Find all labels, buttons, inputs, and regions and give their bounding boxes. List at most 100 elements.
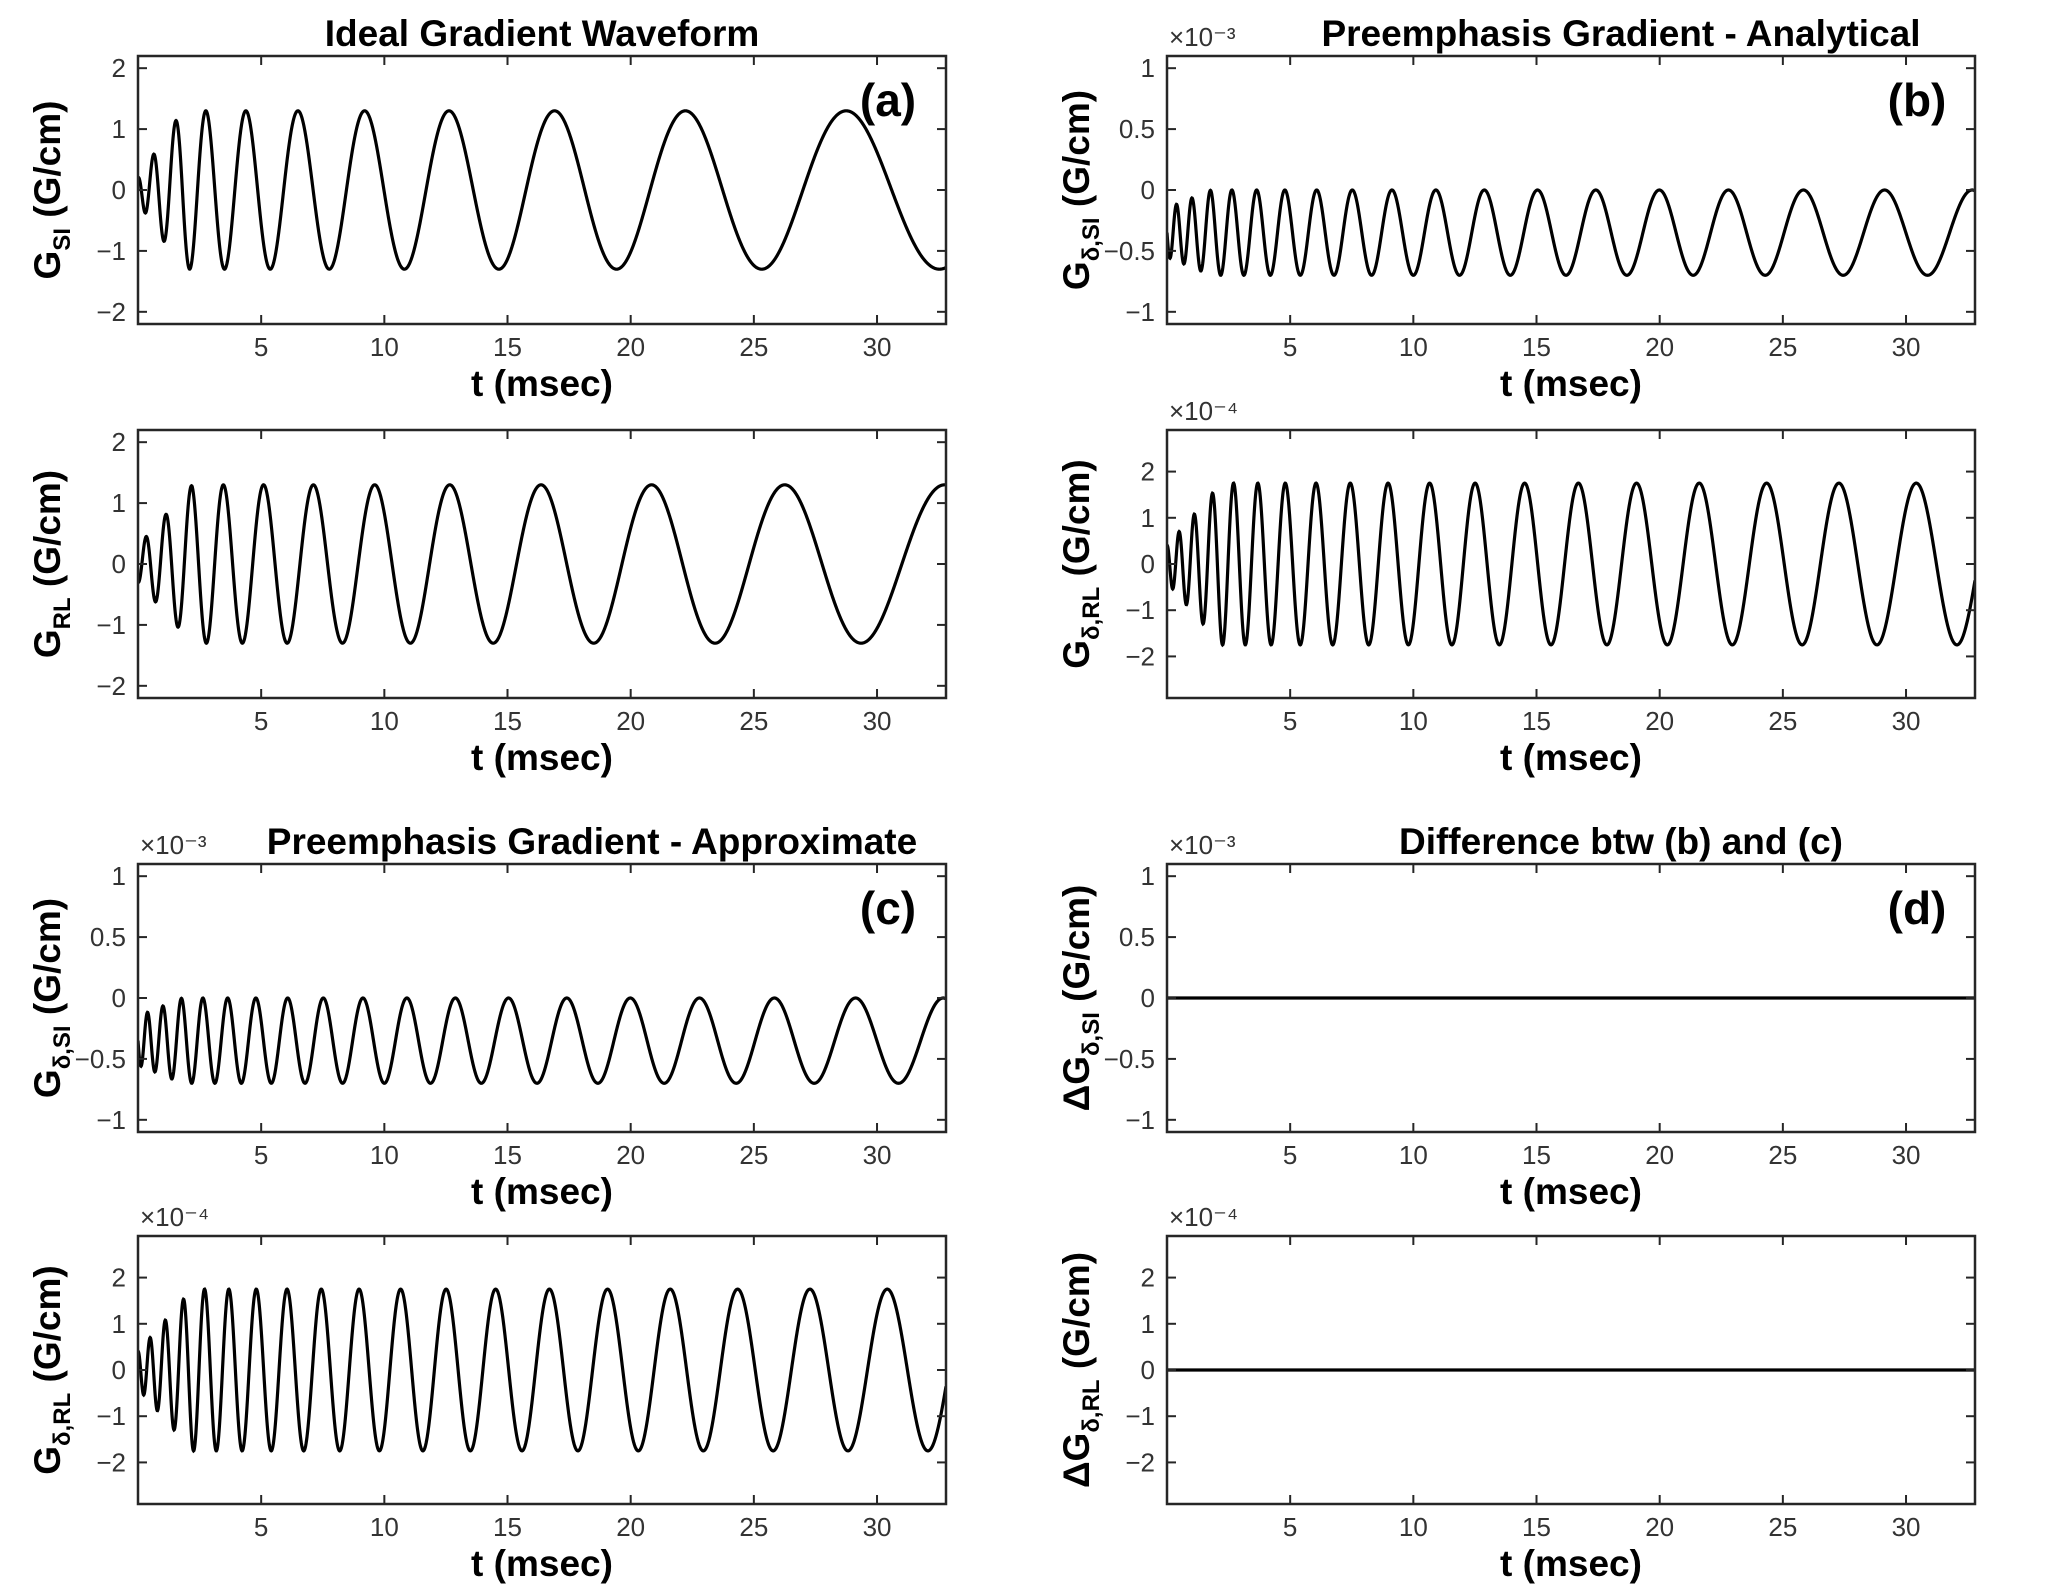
plot-area xyxy=(138,430,946,698)
y-label-unit: (G/cm) xyxy=(27,101,68,228)
x-axis-label: t (msec) xyxy=(1500,363,1642,404)
chart-a-si: 5 10 15 20 25 30 −2 −1 0 1 2 t (msec) GSI (G/cm) Idea… xyxy=(27,13,948,404)
y-axis-label: Gδ,RL (G/cm) xyxy=(1056,459,1105,668)
y-tick-label: −0.5 xyxy=(1104,236,1155,266)
y-tick-label: 0 xyxy=(1141,549,1155,579)
x-tick-label: 10 xyxy=(1399,1140,1428,1170)
y-label-sub: δ,RL xyxy=(1078,587,1105,640)
x-tick-label: 20 xyxy=(616,1512,645,1542)
x-tick-label: 5 xyxy=(1283,1140,1297,1170)
plot-area xyxy=(138,1236,946,1504)
panel-letter: (d) xyxy=(1888,882,1947,934)
chart-a-rl: 5 10 15 20 25 30 −2 −1 0 1 2 t (msec) GRL (G/cm) xyxy=(27,427,948,778)
y-label-main: G xyxy=(27,1446,68,1475)
x-tick-label: 20 xyxy=(1645,706,1674,736)
x-tick-label: 30 xyxy=(1892,332,1921,362)
x-tick-label: 25 xyxy=(1768,332,1797,362)
y-tick-label: −1 xyxy=(96,1105,126,1135)
panel-title: Ideal Gradient Waveform xyxy=(325,13,760,54)
x-tick-label: 30 xyxy=(863,1512,892,1542)
x-tick-label: 5 xyxy=(254,332,268,362)
x-tick-label: 15 xyxy=(493,706,522,736)
x-tick-label: 10 xyxy=(370,332,399,362)
y-tick-label: −2 xyxy=(96,671,126,701)
x-tick-label: 15 xyxy=(493,332,522,362)
x-tick-label: 30 xyxy=(1892,706,1921,736)
y-tick-label: 1 xyxy=(112,488,126,518)
y-tick-label: −2 xyxy=(1125,641,1155,671)
y-tick-label: 0.5 xyxy=(90,922,126,952)
x-tick-label: 20 xyxy=(616,706,645,736)
chart-c-rl: 5 10 15 20 25 30 −2 −1 0 1 2 t (msec) Gδ,RL (G/cm) ×1… xyxy=(27,1202,948,1584)
x-tick-label: 10 xyxy=(1399,332,1428,362)
plot-area xyxy=(1167,430,1975,698)
y-tick-label: −1 xyxy=(96,236,126,266)
panel-letter: (a) xyxy=(860,74,916,126)
y-axis-label: Gδ,RL (G/cm) xyxy=(27,1265,76,1474)
y-label-unit: (G/cm) xyxy=(27,1265,68,1392)
x-tick-label: 30 xyxy=(863,706,892,736)
y-tick-label: 2 xyxy=(112,1263,126,1293)
x-tick-label: 15 xyxy=(1522,1512,1551,1542)
chart-d-si: 5 10 15 20 25 30 −1 −0.5 0 0.5 1 t (msec) ΔGδ,SI (G/… xyxy=(1056,821,1977,1212)
y-label-main: G xyxy=(27,251,68,280)
y-axis-label: GRL (G/cm) xyxy=(27,470,76,658)
x-tick-label: 5 xyxy=(1283,332,1297,362)
y-axis-label: Gδ,SI (G/cm) xyxy=(27,898,76,1098)
x-tick-label: 25 xyxy=(739,706,768,736)
y-tick-label: 1 xyxy=(1141,1309,1155,1339)
x-tick-label: 25 xyxy=(739,332,768,362)
x-tick-label: 5 xyxy=(254,1512,268,1542)
series-line-b-rl xyxy=(1167,481,1975,648)
x-tick-label: 30 xyxy=(1892,1140,1921,1170)
y-tick-label: 0.5 xyxy=(1119,922,1155,952)
y-axis-label: Gδ,SI (G/cm) xyxy=(1056,90,1105,290)
x-tick-label: 5 xyxy=(1283,706,1297,736)
y-tick-label: −1 xyxy=(1125,1105,1155,1135)
exponent-label: ×10⁻⁴ xyxy=(140,1202,209,1232)
y-tick-label: −0.5 xyxy=(75,1044,126,1074)
x-tick-label: 30 xyxy=(863,1140,892,1170)
x-tick-label: 15 xyxy=(1522,1140,1551,1170)
y-tick-label: 2 xyxy=(1141,1263,1155,1293)
y-tick-label: −1 xyxy=(1125,1401,1155,1431)
x-tick-label: 20 xyxy=(1645,1140,1674,1170)
x-tick-label: 5 xyxy=(1283,1512,1297,1542)
chart-c-si: 5 10 15 20 25 30 −1 −0.5 0 0.5 1 t (msec) Gδ,SI (G/c… xyxy=(27,821,948,1212)
y-label-unit: (G/cm) xyxy=(1056,1252,1097,1379)
x-tick-label: 20 xyxy=(616,332,645,362)
y-tick-label: 2 xyxy=(112,427,126,457)
chart-b-rl: 5 10 15 20 25 30 −2 −1 0 1 2 t (msec) Gδ,RL (G/cm) ×1… xyxy=(1056,396,1977,778)
y-tick-label: 2 xyxy=(112,53,126,83)
x-tick-label: 10 xyxy=(370,1512,399,1542)
x-axis-label: t (msec) xyxy=(471,363,613,404)
x-axis-label: t (msec) xyxy=(1500,1171,1642,1212)
exponent-label: ×10⁻⁴ xyxy=(1169,1202,1238,1232)
y-tick-label: −1 xyxy=(96,1401,126,1431)
y-tick-label: −2 xyxy=(1125,1447,1155,1477)
y-label-unit: (G/cm) xyxy=(27,470,68,597)
exponent-label: ×10⁻³ xyxy=(1169,22,1236,52)
x-axis-label: t (msec) xyxy=(471,737,613,778)
chart-b-si: 5 10 15 20 25 30 −1 −0.5 0 0.5 1 t (msec) Gδ,SI (G/c… xyxy=(1056,13,1977,404)
y-label-main: G xyxy=(27,629,68,658)
panel-title: Preemphasis Gradient - Analytical xyxy=(1321,13,1920,54)
y-tick-label: 1 xyxy=(1141,861,1155,891)
x-tick-label: 15 xyxy=(1522,332,1551,362)
y-label-sub: δ,SI xyxy=(1078,217,1105,261)
y-label-unit: (G/cm) xyxy=(1056,90,1097,217)
x-axis-label: t (msec) xyxy=(471,1543,613,1584)
x-tick-label: 15 xyxy=(493,1140,522,1170)
panel-letter: (c) xyxy=(860,882,916,934)
x-tick-label: 10 xyxy=(370,706,399,736)
series-line-a-si xyxy=(138,109,946,271)
panel-title: Preemphasis Gradient - Approximate xyxy=(267,821,917,862)
exponent-label: ×10⁻³ xyxy=(1169,830,1236,860)
y-label-sub: δ,RL xyxy=(1078,1379,1105,1432)
y-tick-label: −1 xyxy=(1125,595,1155,625)
y-tick-label: 1 xyxy=(1141,503,1155,533)
y-label-unit: (G/cm) xyxy=(1056,885,1097,1012)
series-line-c-rl xyxy=(138,1287,946,1454)
